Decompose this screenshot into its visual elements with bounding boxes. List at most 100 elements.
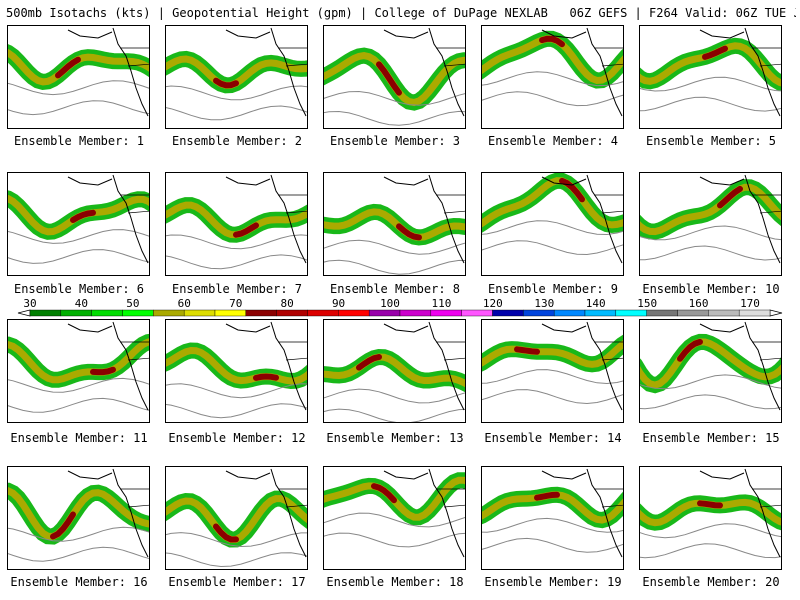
jet-stream-mid	[482, 340, 623, 368]
height-contour	[166, 403, 307, 419]
map-plot	[166, 468, 307, 568]
colorbar-tick-label: 40	[75, 298, 88, 310]
height-contour	[166, 552, 307, 568]
jet-core	[376, 61, 402, 96]
ensemble-member-label: Ensemble Member: 2	[171, 134, 303, 148]
colorbar-segment	[492, 309, 524, 317]
jet-stream-mid	[324, 476, 465, 521]
ensemble-map-panel	[165, 466, 308, 570]
height-contour	[8, 249, 149, 264]
colorbar-segment	[214, 309, 247, 317]
height-contour	[640, 76, 781, 92]
colorbar-segment	[91, 309, 123, 317]
jet-core	[213, 77, 239, 89]
jet-core	[539, 35, 565, 48]
height-contour	[482, 71, 623, 87]
political-border	[752, 341, 781, 361]
jet-core	[55, 56, 81, 79]
colorbar-segment	[553, 309, 586, 317]
ensemble-member-label: Ensemble Member: 15	[642, 431, 780, 445]
political-border	[752, 488, 781, 508]
map-plot	[640, 321, 781, 411]
height-contour	[640, 543, 781, 559]
coastline	[225, 468, 307, 558]
ensemble-map-panel	[481, 466, 624, 570]
height-contour	[8, 80, 149, 96]
height-contour	[482, 220, 623, 236]
colorbar-segment	[584, 309, 617, 317]
map-plot	[8, 321, 149, 413]
jet-core	[702, 45, 728, 60]
ensemble-member-label: Ensemble Member: 13	[326, 431, 464, 445]
coastline	[541, 27, 623, 117]
colorbar-segment	[430, 309, 462, 317]
ensemble-map-panel	[165, 25, 308, 129]
political-border	[436, 488, 465, 508]
political-border	[436, 194, 465, 214]
map-plot	[482, 468, 623, 558]
ensemble-member-label: Ensemble Member: 10	[642, 282, 780, 296]
height-contour	[324, 388, 465, 404]
jet-core	[233, 222, 259, 238]
colorbar-tick-label: 80	[281, 298, 294, 310]
height-contour	[166, 85, 307, 101]
ensemble-member-label: Ensemble Member: 1	[13, 134, 145, 148]
colorbar-segment	[29, 309, 62, 317]
ensemble-map-panel	[481, 25, 624, 129]
map-plot	[166, 174, 307, 270]
colorbar-tick-label: 170	[740, 298, 760, 310]
jet-core	[356, 354, 382, 371]
colorbar-tick-label: 100	[380, 298, 400, 310]
height-contour	[8, 229, 149, 244]
map-plot	[324, 468, 465, 558]
map-plot	[324, 174, 465, 275]
jet-core	[717, 185, 743, 209]
jet-stream-mid	[166, 346, 307, 385]
colorbar-segment	[307, 309, 339, 317]
political-border	[752, 194, 781, 214]
height-contour	[482, 369, 623, 385]
colorbar-segment	[615, 309, 647, 317]
height-contour	[640, 245, 781, 261]
height-contour	[640, 374, 781, 390]
ensemble-map-panel	[639, 319, 782, 423]
ensemble-map-panel	[639, 172, 782, 276]
political-border	[120, 47, 149, 67]
ensemble-member-label: Ensemble Member: 17	[168, 575, 306, 589]
political-border	[594, 488, 623, 508]
political-border	[278, 47, 307, 67]
colorbar-tick-label: 130	[534, 298, 554, 310]
coastline	[383, 468, 465, 558]
coastline	[225, 27, 307, 117]
height-contour	[640, 225, 781, 241]
colorbar-segment	[60, 309, 92, 317]
colorbar-tick-label: 70	[229, 298, 242, 310]
coastline	[383, 174, 465, 264]
height-contour	[640, 394, 781, 410]
coastline	[699, 174, 781, 264]
map-plot	[640, 468, 781, 559]
colorbar-segment	[153, 309, 185, 317]
colorbar-tick-label: 60	[178, 298, 191, 310]
ensemble-map-panel	[7, 172, 150, 276]
political-border	[120, 194, 149, 214]
ensemble-map-panel	[323, 466, 466, 570]
jet-stream-mid	[324, 353, 465, 388]
height-contour	[324, 408, 465, 422]
height-contour	[324, 239, 465, 255]
ensemble-map-panel	[7, 466, 150, 570]
height-contour	[166, 234, 307, 250]
colorbar-tick-label: 140	[586, 298, 606, 310]
map-plot	[166, 321, 307, 419]
coastline	[67, 321, 149, 411]
colorbar-tick-label: 150	[637, 298, 657, 310]
jet-core	[559, 177, 585, 203]
ensemble-member-label: Ensemble Member: 16	[10, 575, 148, 589]
coastline	[67, 468, 149, 558]
map-plot	[324, 27, 465, 126]
wind-speed-colorbar: 30 40 50 60 70 80 90 100 110 120 130 140 150 160 170	[10, 298, 790, 322]
map-plot	[8, 27, 149, 117]
ensemble-member-label: Ensemble Member: 12	[168, 431, 306, 445]
political-border	[594, 341, 623, 361]
map-plot	[482, 321, 623, 411]
